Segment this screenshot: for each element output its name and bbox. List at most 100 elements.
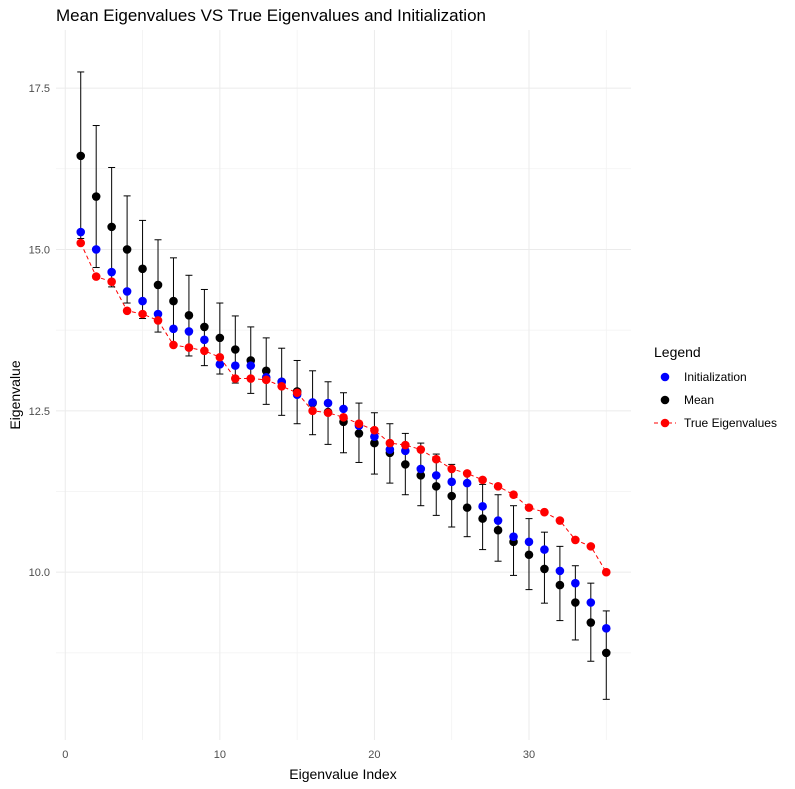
mean-point xyxy=(540,564,549,574)
mean-point xyxy=(586,618,596,627)
true-eigenvalue-point xyxy=(231,374,240,383)
initialization-point xyxy=(76,227,86,237)
mean-point xyxy=(462,503,472,512)
legend-title: Legend xyxy=(654,344,701,360)
mean-point xyxy=(524,550,534,560)
true-eigenvalue-point xyxy=(184,343,194,352)
initialization-point xyxy=(509,532,518,541)
initialization-point xyxy=(138,296,147,306)
y-tick-label: 15.0 xyxy=(29,244,50,256)
true-eigenvalue-point xyxy=(261,375,271,385)
initialization-point xyxy=(462,478,472,488)
initialization-point xyxy=(601,624,611,633)
x-tick-label: 0 xyxy=(62,749,68,761)
true-eigenvalue-point xyxy=(385,438,395,448)
legend: Legend Initialization Mean True Eigenvalue… xyxy=(654,344,777,430)
initialization-point xyxy=(215,360,225,369)
initialization-point xyxy=(153,309,163,319)
true-eigenvalue-point xyxy=(601,567,611,577)
mean-point xyxy=(169,296,178,306)
initialization-point xyxy=(478,502,487,511)
mean-point xyxy=(231,345,240,354)
legend-item-mean: Mean xyxy=(660,393,714,407)
true-eigenvalue-point xyxy=(246,374,256,383)
chart-title: Mean Eigenvalues VS True Eigenvalues and… xyxy=(56,6,486,25)
true-eigenvalue-point xyxy=(153,316,163,325)
true-eigenvalue-point xyxy=(200,346,209,356)
mean-point xyxy=(447,491,456,501)
mean-point xyxy=(153,280,163,290)
true-eigenvalue-point xyxy=(509,490,518,500)
mean-point xyxy=(601,648,611,658)
mean-point xyxy=(571,598,580,607)
initialization-point xyxy=(184,327,194,336)
initialization-point xyxy=(323,398,333,408)
legend-item-true-eigenvalues: True Eigenvalues xyxy=(654,416,777,430)
true-eigenvalue-point xyxy=(91,272,101,281)
initialization-point xyxy=(308,398,317,407)
mean-point xyxy=(401,460,410,469)
initialization-point xyxy=(586,598,596,607)
mean-error-bars xyxy=(77,71,610,700)
legend-marker xyxy=(660,395,670,405)
initialization-point xyxy=(385,445,395,454)
initialization-point xyxy=(571,578,580,588)
mean-point xyxy=(431,482,441,491)
true-eigenvalue-point xyxy=(540,507,549,517)
true-eigenvalue-point xyxy=(524,503,534,512)
y-tick-label: 10.0 xyxy=(29,567,50,579)
true-eigenvalue-point xyxy=(431,454,441,464)
true-eigenvalue-point xyxy=(107,277,116,287)
true-eigenvalue-point xyxy=(122,306,132,316)
mean-point xyxy=(370,438,379,448)
legend-marker xyxy=(660,372,670,382)
true-eigenvalue-point xyxy=(586,542,596,551)
x-tick-label: 10 xyxy=(214,749,226,761)
initialization-point xyxy=(246,361,256,370)
initialization-point xyxy=(416,464,426,474)
legend-label: True Eigenvalues xyxy=(684,416,777,430)
initialization-point xyxy=(447,477,456,487)
initialization-point xyxy=(169,324,178,334)
x-tick-label: 20 xyxy=(368,749,380,761)
mean-point xyxy=(354,429,364,438)
true-eigenvalue-point xyxy=(339,412,348,422)
true-eigenvalue-point xyxy=(277,381,286,391)
initialization-point xyxy=(107,267,116,277)
true-eigenvalue-point xyxy=(462,469,472,478)
mean-point xyxy=(138,264,147,274)
true-eigenvalue-point xyxy=(169,340,178,350)
initialization-point xyxy=(200,335,209,345)
y-axis-title: Eigenvalue xyxy=(7,360,23,429)
mean-point xyxy=(416,471,426,480)
mean-point xyxy=(261,366,271,376)
true-eigenvalue-point xyxy=(354,419,364,429)
initialization-point xyxy=(339,404,348,414)
legend-label: Initialization xyxy=(684,370,747,384)
data-points xyxy=(76,151,611,658)
true-eigenvalue-point xyxy=(370,425,379,435)
initialization-point xyxy=(91,245,101,254)
true-eigenvalue-point xyxy=(416,445,426,454)
true-eigenvalue-point xyxy=(76,238,86,248)
true-eigenvalue-point xyxy=(308,406,317,416)
mean-point xyxy=(107,222,116,232)
mean-point xyxy=(122,245,132,254)
true-eigenvalue-point xyxy=(493,482,503,491)
grid xyxy=(56,30,631,740)
true-eigenvalue-point xyxy=(292,388,302,398)
mean-point xyxy=(91,192,101,201)
initialization-point xyxy=(431,471,441,480)
true-eigenvalue-point xyxy=(571,535,580,545)
initialization-point xyxy=(122,287,132,296)
true-eigenvalue-point xyxy=(138,309,147,319)
mean-point xyxy=(493,525,503,535)
initialization-point xyxy=(540,545,549,554)
x-tick-label: 30 xyxy=(523,749,535,761)
true-eigenvalue-point xyxy=(215,352,225,362)
initialization-point xyxy=(231,361,240,370)
y-tick-label: 17.5 xyxy=(29,83,50,95)
mean-point xyxy=(76,151,86,161)
legend-label: Mean xyxy=(684,393,714,407)
